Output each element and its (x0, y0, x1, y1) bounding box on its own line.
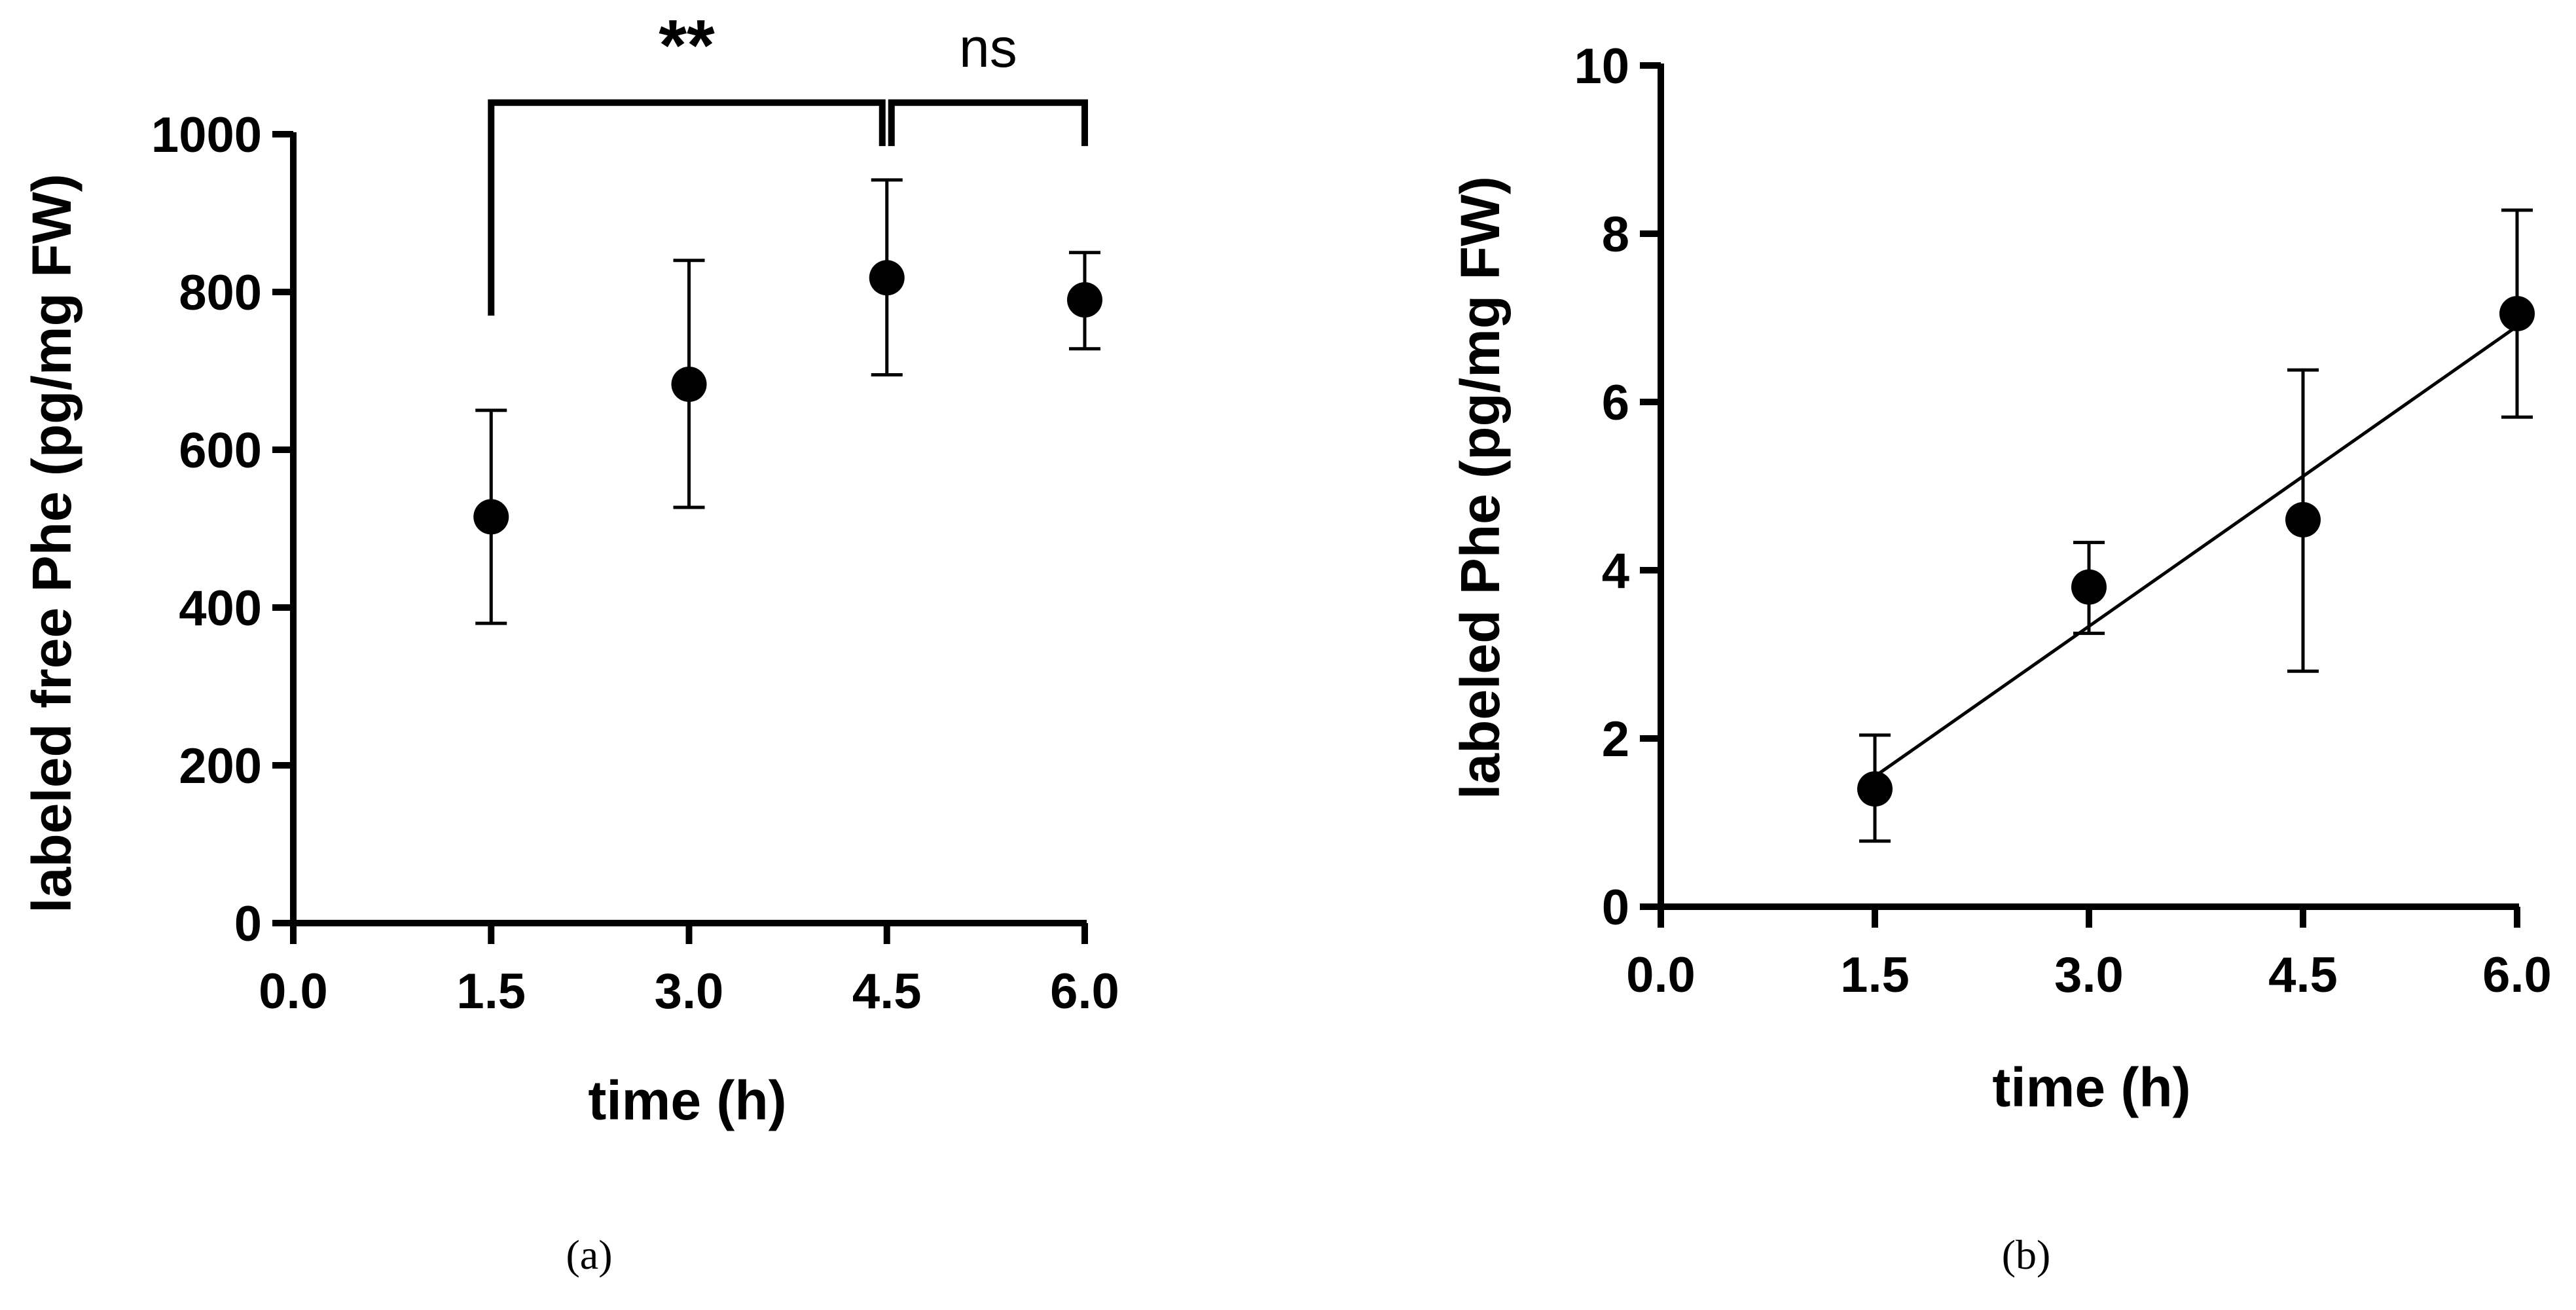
chart-a-sig-bracket (488, 99, 886, 316)
chart-a-sig-bracket (888, 99, 1088, 147)
chart-a-y-tick-label: 400 (179, 581, 262, 636)
chart-a-point (473, 499, 509, 535)
chart-b-y-tick-label: 8 (1602, 207, 1629, 263)
chart-a-x-tick-label: 1.5 (456, 964, 526, 1019)
chart-b-y-tick-label: 0 (1602, 880, 1629, 936)
chart-a-y-tick-label: 600 (179, 423, 262, 479)
chart-a-y-tick-label: 800 (179, 265, 262, 321)
chart-b-ylabel: labeled Phe (pg/mg FW) (1449, 176, 1511, 799)
chart-a-y-tick-label: 1000 (151, 107, 262, 163)
chart-a-x-tick-label: 6.0 (1050, 964, 1119, 1019)
chart-a-xlabel: time (h) (588, 1070, 786, 1131)
chart-b-x-tick-label: 0.0 (1626, 947, 1696, 1003)
chart-a: labeled free Phe (pg/mg FW) time (h) (a)… (21, 5, 1119, 1278)
chart-b-y-tick-label: 6 (1602, 375, 1629, 431)
chart-b-point (2285, 501, 2321, 537)
chart-a-sig-label: ns (959, 17, 1017, 79)
chart-a-sig-label: ** (659, 5, 715, 86)
chart-a-panel-label: (a) (566, 1231, 612, 1278)
chart-a-x-tick-label: 0.0 (259, 964, 328, 1019)
chart-b-panel-label: (b) (2002, 1231, 2051, 1278)
chart-a-x-tick-label: 4.5 (852, 964, 922, 1019)
chart-b-fit-line (1874, 325, 2518, 778)
chart-a-ylabel: labeled free Phe (pg/mg FW) (21, 173, 82, 913)
chart-a-point (1067, 282, 1102, 318)
chart-b-point (1857, 771, 1893, 807)
chart-b-y-tick-label: 2 (1602, 712, 1629, 767)
chart-b-x-tick-label: 6.0 (2482, 947, 2552, 1003)
chart-a-point (671, 366, 707, 402)
chart-b-x-tick-label: 1.5 (1840, 947, 1910, 1003)
chart-b-x-tick-label: 4.5 (2268, 947, 2338, 1003)
chart-b-x-tick-label: 3.0 (2054, 947, 2124, 1003)
chart-b: labeled Phe (pg/mg FW) time (h) (b) 0 2 4 6… (1449, 39, 2552, 1278)
chart-b-point (2071, 569, 2107, 605)
chart-b-xlabel: time (h) (1992, 1057, 2190, 1118)
chart-b-point (2499, 296, 2535, 332)
chart-a-x-tick-label: 3.0 (655, 964, 724, 1019)
chart-a-point (869, 260, 905, 296)
chart-a-y-tick-label: 200 (179, 738, 262, 794)
chart-a-y-tick-label: 0 (234, 896, 262, 952)
chart-b-y-tick-label: 4 (1602, 543, 1629, 599)
chart-b-y-tick-label: 10 (1574, 39, 1629, 94)
